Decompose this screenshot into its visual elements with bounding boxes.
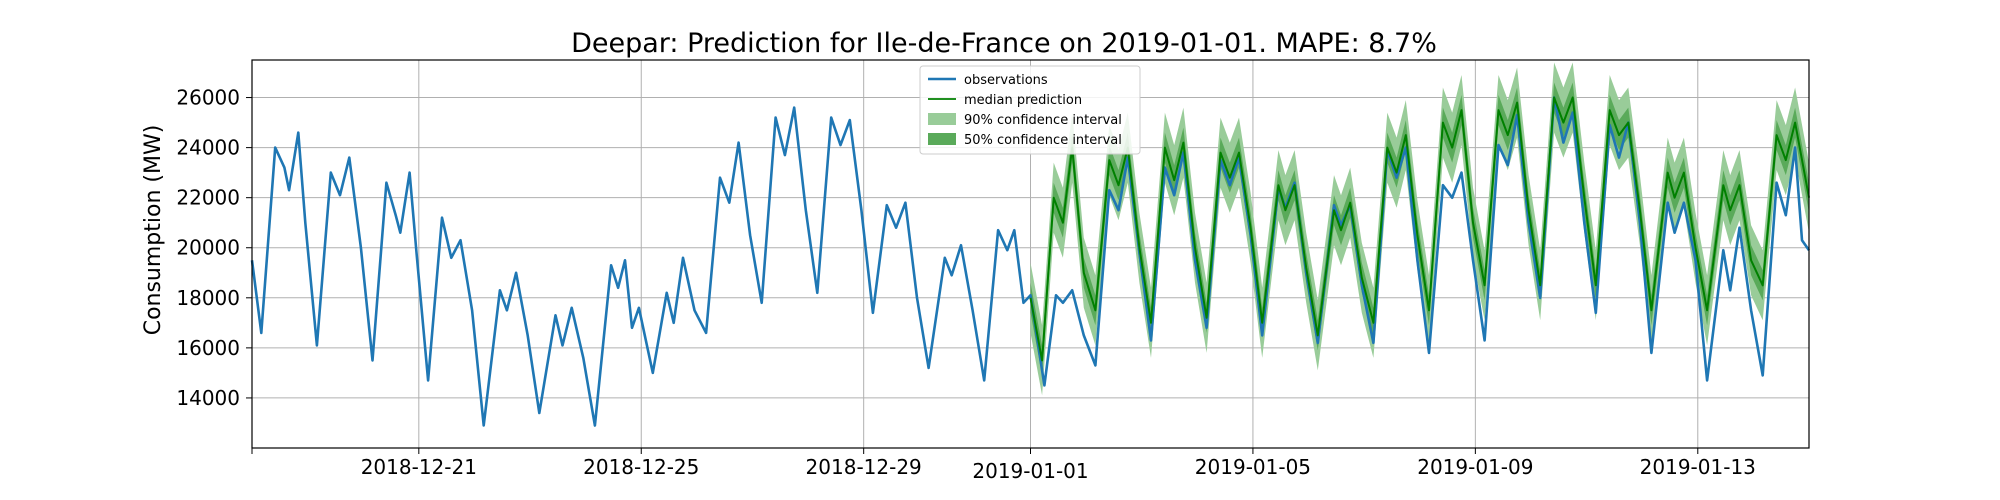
y-tick-label: 24000 <box>176 136 240 160</box>
y-tick-label: 18000 <box>176 286 240 310</box>
chart-title: Deepar: Prediction for Ile-de-France on … <box>571 28 1437 59</box>
legend-swatch-ci90 <box>928 113 956 125</box>
y-axis-label: Consumption (MW) <box>141 125 166 336</box>
legend-label-median: median prediction <box>964 93 1082 108</box>
legend-label-ci50: 50% confidence interval <box>964 133 1122 148</box>
series-lines <box>250 96 1811 427</box>
legend-label-observations: observations <box>964 73 1048 88</box>
y-tick-label: 22000 <box>176 186 240 210</box>
y-tick-label: 16000 <box>176 336 240 360</box>
x-tick-label: 2019-01-05 <box>1195 455 1311 479</box>
axis-ticks: 14000 16000 18000 20000 22000 24000 26000 2018-… <box>176 86 1756 483</box>
x-tick-label: 2018-12-29 <box>806 455 922 479</box>
x-tick-label: 2019-01-01 <box>972 459 1088 483</box>
y-tick-label: 26000 <box>176 86 240 110</box>
y-tick-label: 20000 <box>176 236 240 260</box>
median-prediction-line <box>1029 96 1810 362</box>
y-tick-label: 14000 <box>176 386 240 410</box>
legend-frame <box>919 65 1141 155</box>
x-tick-label: 2018-12-25 <box>583 455 699 479</box>
legend-label-ci90: 90% confidence interval <box>964 113 1122 128</box>
x-tick-label: 2018-12-21 <box>361 455 477 479</box>
x-tick-label: 2019-01-13 <box>1640 455 1756 479</box>
legend-swatch-ci50 <box>928 133 956 145</box>
ci50-band <box>1030 82 1809 376</box>
legend: observations median prediction 90% confi… <box>919 65 1141 155</box>
x-tick-label: 2019-01-09 <box>1417 455 1533 479</box>
